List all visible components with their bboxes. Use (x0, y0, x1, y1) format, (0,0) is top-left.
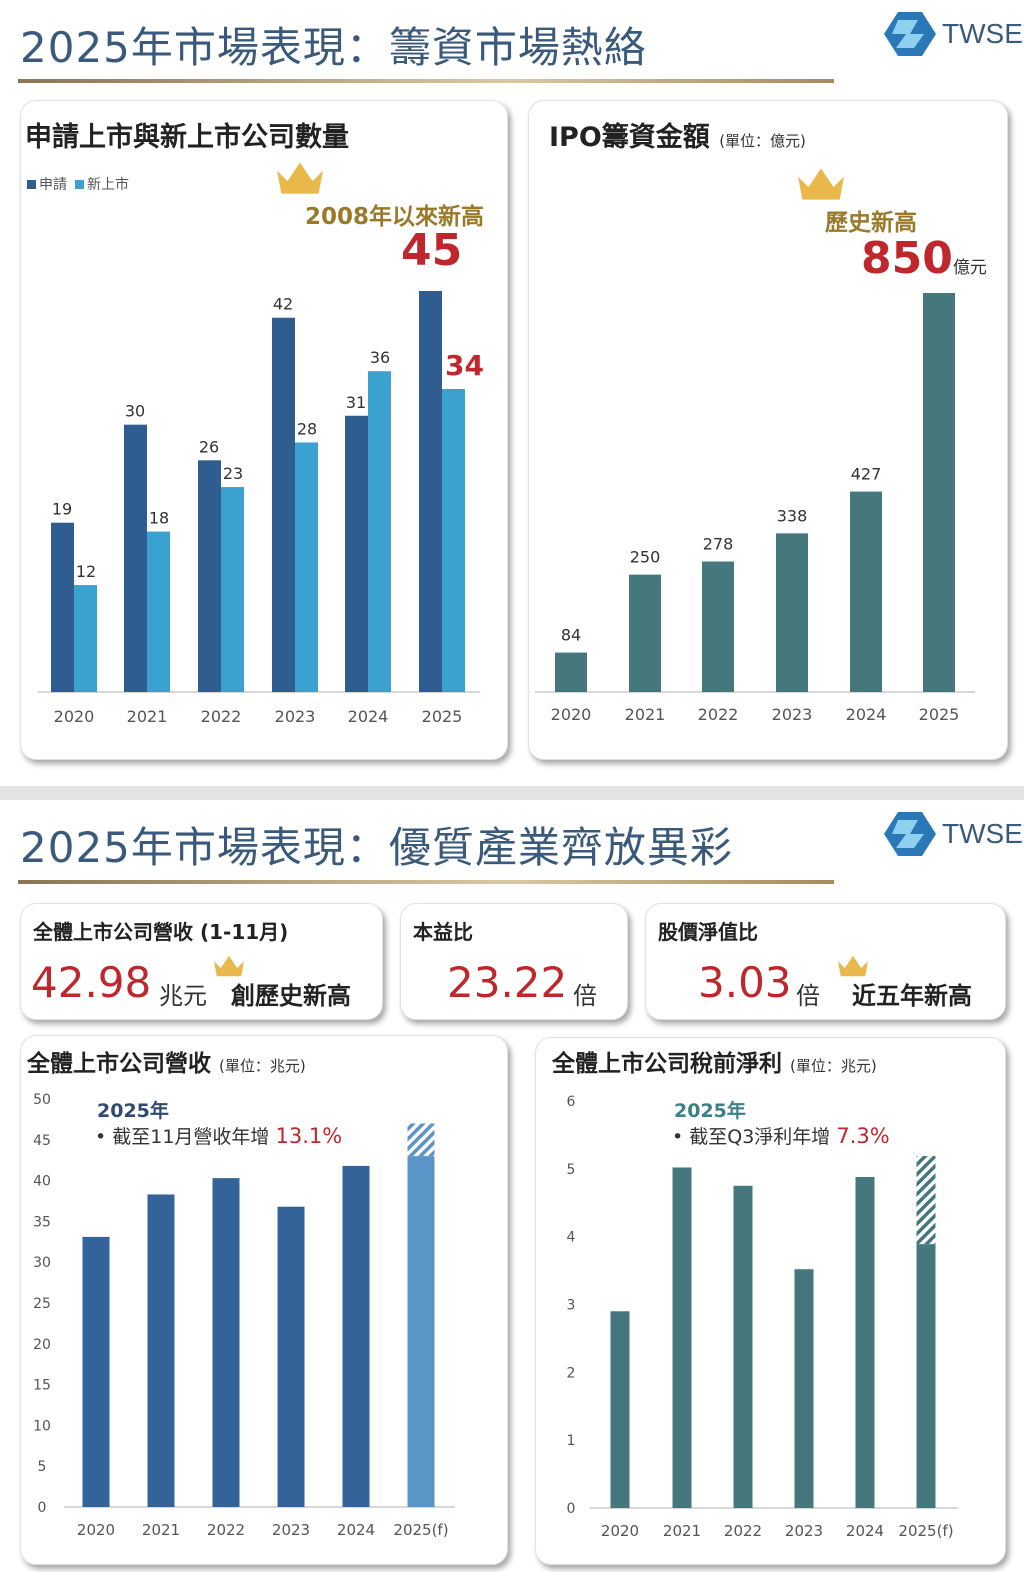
note-year: 2025年 (97, 1100, 169, 1122)
highlight-apply-value: 45 (401, 225, 463, 276)
kpi-value: 23.22 (447, 958, 568, 1007)
legend: 申請 新上市 (27, 174, 129, 194)
kpi-unit: 倍 (573, 982, 597, 1010)
logo-text: TWSE (942, 818, 1023, 849)
kpi-label: 本益比 (413, 920, 473, 944)
title-underline (18, 880, 834, 884)
kpi-pb-card: 股價淨值比 3.03 倍 近五年新高 (645, 903, 1006, 1020)
legend-apply: 申請 (27, 174, 67, 194)
kpi-pe-card: 本益比 23.22 倍 (400, 903, 628, 1020)
note-year: 2025年 (674, 1100, 746, 1122)
kpi-label: 全體上市公司營收 (1-11月) (33, 920, 289, 944)
card-title: 全體上市公司營收 (單位：兆元) (27, 1051, 306, 1077)
kpi-note: 近五年新高 (852, 982, 972, 1010)
card-title: 申請上市與新上市公司數量 (25, 122, 349, 153)
section1-title: 2025年市場表現：籌資市場熱絡 (20, 23, 647, 72)
kpi-note: 創歷史新高 (231, 982, 351, 1010)
card-title: 全體上市公司稅前淨利 (單位：兆元) (552, 1051, 877, 1077)
twse-logo-icon (884, 12, 936, 56)
kpi-revenue-card: 全體上市公司營收 (1-11月) 42.98 兆元 創歷史新高 (20, 903, 383, 1020)
highlight-listed-value: 34 (445, 349, 484, 382)
listing-count-card: 申請上市與新上市公司數量 申請 新上市 2008年以來新高 45 34 (20, 100, 508, 760)
kpi-value: 42.98 (31, 958, 152, 1007)
note-text: • 截至Q3淨利年增 7.3% (672, 1124, 890, 1148)
title-underline (18, 79, 834, 83)
kpi-label: 股價淨值比 (658, 920, 758, 944)
record-annotation: 2008年以來新高 (305, 204, 485, 230)
ipo-amount-card: IPO籌資金額 (單位：億元) 歷史新高 850億元 (528, 100, 1008, 760)
legend-listed: 新上市 (75, 174, 129, 194)
kpi-unit: 倍 (796, 982, 820, 1010)
section2-title: 2025年市場表現：優質產業齊放異彩 (20, 823, 733, 872)
record-annotation: 歷史新高 (825, 210, 917, 236)
card-title: IPO籌資金額 (單位：億元) (549, 122, 806, 153)
note-text: • 截至11月營收年增 13.1% (95, 1124, 343, 1148)
kpi-unit: 兆元 (159, 982, 207, 1010)
twse-logo: TWSE (884, 812, 1023, 856)
logo-text: TWSE (942, 18, 1023, 49)
revenue-chart-card: 全體上市公司營收 (單位：兆元) 2025年 • 截至11月營收年增 13.1% (20, 1035, 508, 1565)
section-divider (0, 786, 1024, 800)
highlight-value: 850億元 (861, 233, 987, 284)
twse-logo-icon (884, 812, 936, 856)
kpi-value: 3.03 (698, 958, 792, 1007)
twse-logo: TWSE (884, 12, 1023, 56)
profit-chart-card: 全體上市公司稅前淨利 (單位：兆元) 2025年 • 截至Q3淨利年增 7.3% (535, 1037, 1006, 1565)
